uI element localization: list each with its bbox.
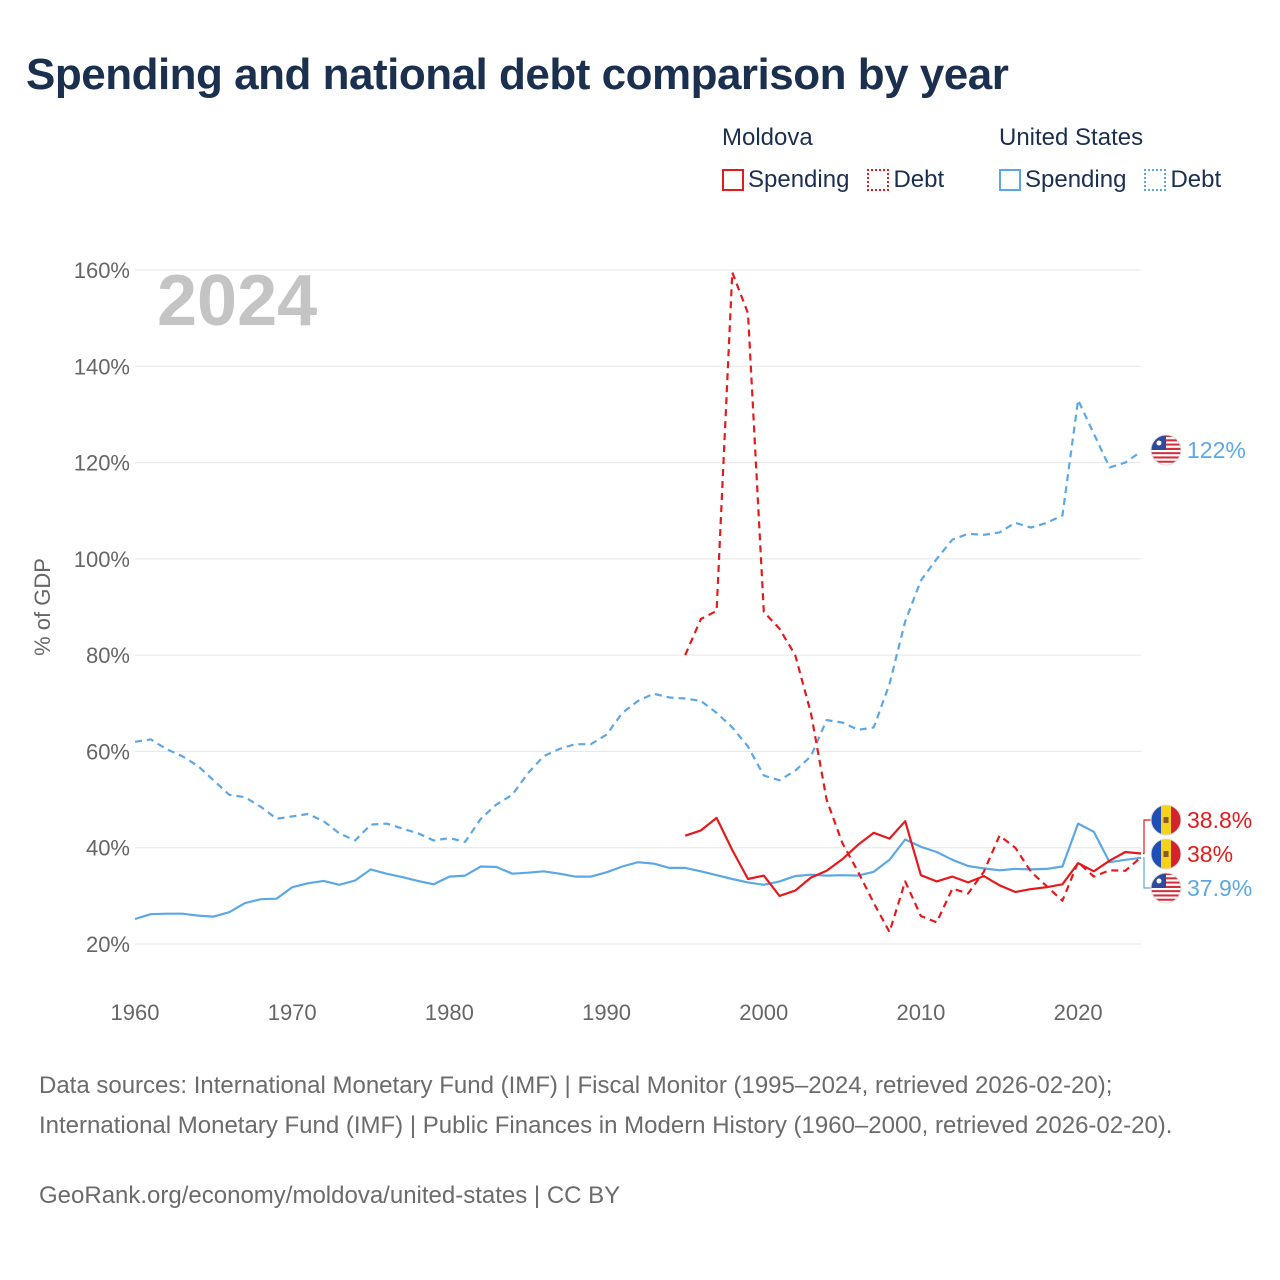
y-axis-label: % of GDP bbox=[30, 558, 55, 656]
legend-label-us-debt: Debt bbox=[1170, 166, 1222, 193]
label-connector bbox=[1143, 857, 1152, 889]
y-tick-label: 140% bbox=[74, 354, 130, 379]
y-tick-label: 20% bbox=[86, 932, 130, 957]
us-flag-icon bbox=[1150, 872, 1182, 904]
x-tick-label: 2010 bbox=[896, 1000, 945, 1025]
x-tick-label: 1970 bbox=[268, 1000, 317, 1025]
y-tick-label: 40% bbox=[86, 836, 130, 861]
legend-label-moldova-spending: Spending bbox=[748, 166, 850, 193]
x-tick-label: 1990 bbox=[582, 1000, 631, 1025]
y-tick-label: 120% bbox=[74, 451, 130, 476]
legend-label-moldova-debt: Debt bbox=[893, 166, 945, 193]
series-layer bbox=[134, 271, 1142, 934]
legend-country-us: United States bbox=[999, 124, 1144, 151]
end-label-layer: 122% 37.9% 38% 38.8% bbox=[1143, 434, 1252, 904]
y-tick-label: 80% bbox=[86, 643, 130, 668]
legend-item-moldova-debt[interactable]: Debt bbox=[867, 166, 944, 194]
label-connector bbox=[1143, 819, 1152, 855]
y-tick-label: 160% bbox=[74, 258, 130, 283]
chart-title: Spending and national debt comparison by… bbox=[26, 50, 1009, 99]
x-tick-label: 2020 bbox=[1054, 1000, 1103, 1025]
x-tick-label: 1980 bbox=[425, 1000, 474, 1025]
legend-country-moldova: Moldova bbox=[722, 124, 813, 151]
year-watermark: 2024 bbox=[157, 261, 317, 341]
legend-swatch-solid-icon bbox=[999, 169, 1021, 191]
credit-link[interactable]: GeoRank.org/economy/moldova/united-state… bbox=[39, 1182, 621, 1209]
moldova-flag-icon bbox=[1150, 804, 1182, 836]
line-chart: 20% 40% 60% 80% 100% 120% 140% 160% 1960 1970 1980… bbox=[30, 258, 1252, 1025]
end-label: 122% bbox=[1187, 437, 1246, 463]
series-line-moldova-spending[interactable] bbox=[684, 816, 1142, 897]
x-tick-label: 2000 bbox=[739, 1000, 788, 1025]
legend-label-us-spending: Spending bbox=[1025, 166, 1127, 193]
end-label: 38% bbox=[1187, 841, 1233, 867]
x-tick-label: 1960 bbox=[111, 1000, 160, 1025]
series-line-moldova-debt[interactable] bbox=[684, 271, 1142, 934]
us-flag-icon bbox=[1150, 434, 1182, 466]
legend-swatch-solid-icon bbox=[722, 169, 744, 191]
data-sources: Data sources: International Monetary Fun… bbox=[39, 1072, 1173, 1139]
series-line-united-states-debt[interactable] bbox=[134, 398, 1142, 843]
legend-us: United States Spending Debt bbox=[999, 124, 1239, 194]
y-tick-label: 60% bbox=[86, 739, 130, 764]
y-tick-label: 100% bbox=[74, 547, 130, 572]
series-line-united-states-spending[interactable] bbox=[134, 822, 1142, 921]
end-label: 37.9% bbox=[1187, 875, 1252, 901]
moldova-flag-icon bbox=[1150, 838, 1182, 870]
legend-item-us-spending[interactable]: Spending bbox=[999, 166, 1126, 194]
legend-moldova: Moldova Spending Debt bbox=[722, 124, 962, 194]
legend-swatch-dotted-icon bbox=[1144, 169, 1167, 191]
legend-item-moldova-spending[interactable]: Spending bbox=[722, 166, 849, 194]
end-label: 38.8% bbox=[1187, 807, 1252, 833]
grid-layer: 20% 40% 60% 80% 100% 120% 140% 160% 1960 1970 1980… bbox=[74, 258, 1141, 1025]
legend-item-us-debt[interactable]: Debt bbox=[1144, 166, 1221, 194]
legend-swatch-dotted-icon bbox=[867, 169, 890, 191]
